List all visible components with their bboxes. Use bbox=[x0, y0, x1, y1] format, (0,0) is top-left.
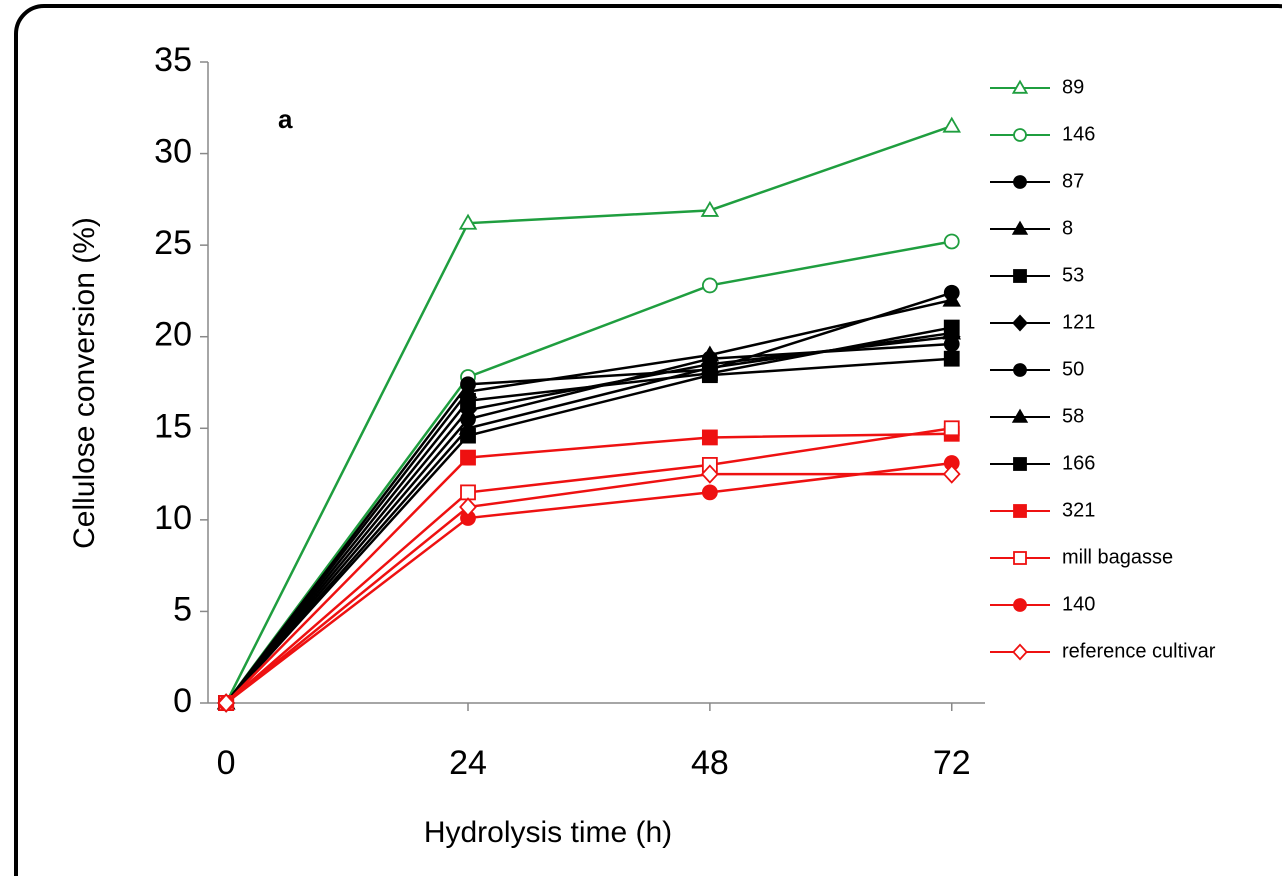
legend-label: 58 bbox=[1062, 405, 1084, 427]
marker bbox=[701, 277, 718, 294]
marker bbox=[701, 429, 718, 446]
marker bbox=[701, 367, 718, 384]
frame bbox=[14, 4, 1282, 876]
series-line bbox=[225, 357, 952, 704]
x-axis-label: Hydrolysis time (h) bbox=[424, 816, 672, 849]
legend-label: 146 bbox=[1062, 123, 1095, 145]
marker bbox=[1013, 504, 1027, 518]
x-tick-label: 72 bbox=[933, 744, 971, 782]
marker bbox=[943, 350, 960, 367]
marker bbox=[1013, 128, 1027, 142]
series-line bbox=[225, 298, 953, 704]
series-line bbox=[225, 432, 952, 704]
marker bbox=[1013, 551, 1027, 565]
marker bbox=[459, 497, 477, 517]
marker bbox=[460, 449, 476, 466]
marker bbox=[1013, 269, 1027, 283]
marker bbox=[942, 116, 962, 133]
y-tick-label: 20 bbox=[154, 316, 192, 354]
series-line bbox=[225, 461, 952, 704]
marker bbox=[460, 427, 476, 444]
x-tick-label: 48 bbox=[691, 744, 729, 782]
marker bbox=[700, 464, 719, 484]
marker bbox=[700, 200, 720, 217]
marker bbox=[1011, 79, 1029, 94]
marker bbox=[942, 290, 962, 307]
legend-label: 321 bbox=[1062, 499, 1095, 521]
series-line bbox=[225, 326, 952, 704]
marker bbox=[1011, 220, 1029, 235]
series-line bbox=[225, 427, 952, 704]
marker bbox=[1012, 314, 1028, 332]
panel-label: a bbox=[278, 104, 293, 134]
legend-label: 8 bbox=[1062, 217, 1073, 239]
series-line bbox=[225, 291, 953, 704]
legend-label: 87 bbox=[1062, 170, 1084, 192]
y-tick-label: 0 bbox=[173, 682, 192, 720]
marker bbox=[943, 233, 960, 250]
marker bbox=[942, 323, 962, 340]
y-tick-label: 5 bbox=[173, 590, 192, 628]
marker bbox=[701, 484, 718, 501]
series-line bbox=[225, 240, 952, 704]
marker bbox=[1012, 643, 1028, 661]
marker bbox=[942, 464, 961, 484]
series-line bbox=[225, 335, 952, 704]
marker bbox=[943, 420, 960, 437]
series-line bbox=[225, 472, 952, 704]
legend-label: 166 bbox=[1062, 452, 1095, 474]
marker bbox=[1013, 363, 1027, 377]
y-axis-label: Cellulose conversion (%) bbox=[68, 217, 101, 549]
legend-label: 140 bbox=[1062, 593, 1095, 615]
series-line bbox=[225, 124, 953, 704]
marker bbox=[1013, 175, 1027, 189]
y-tick-label: 35 bbox=[154, 41, 192, 79]
y-tick-label: 10 bbox=[154, 499, 192, 537]
marker bbox=[1013, 457, 1027, 471]
marker bbox=[1013, 598, 1027, 612]
marker bbox=[460, 484, 476, 501]
legend-label: mill bagasse bbox=[1062, 546, 1173, 568]
marker bbox=[1011, 408, 1029, 423]
legend-label: 50 bbox=[1062, 358, 1084, 380]
series-line bbox=[225, 331, 952, 704]
marker bbox=[458, 213, 478, 230]
y-tick-label: 25 bbox=[154, 224, 192, 262]
y-tick-label: 30 bbox=[154, 133, 192, 171]
x-tick-label: 0 bbox=[217, 744, 236, 782]
y-tick-label: 15 bbox=[154, 407, 192, 445]
legend-label: reference cultivar bbox=[1062, 640, 1216, 662]
legend-label: 53 bbox=[1062, 264, 1084, 286]
x-tick-label: 24 bbox=[449, 744, 487, 782]
legend-label: 121 bbox=[1062, 311, 1095, 333]
marker bbox=[217, 693, 236, 713]
legend-label: 89 bbox=[1062, 76, 1084, 98]
